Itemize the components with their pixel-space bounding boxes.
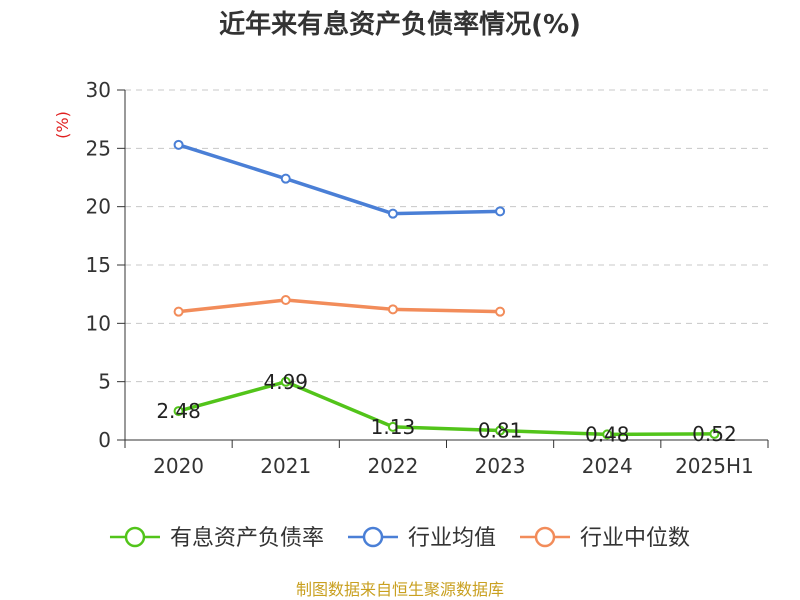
data-point — [709, 428, 720, 439]
data-label: 0.52 — [692, 422, 737, 446]
y-tick-label: 0 — [98, 428, 111, 452]
legend-label: 行业中位数 — [580, 526, 690, 551]
data-point — [280, 173, 291, 184]
data-labels: 2.48 4.99 1.13 0.81 0.48 0.52 — [156, 370, 736, 447]
y-tick-label: 15 — [86, 253, 111, 277]
legend-item-0[interactable]: 有息资产负债率 — [109, 526, 324, 551]
series-lines — [173, 139, 720, 440]
data-point — [387, 208, 398, 219]
y-tick-label: 20 — [86, 195, 111, 219]
legend[interactable]: 有息资产负债率 行业均值 行业中位数 — [109, 526, 690, 551]
legend-item-2[interactable]: 行业中位数 — [520, 526, 690, 551]
data-point — [495, 306, 506, 317]
data-label: 0.81 — [478, 419, 523, 443]
data-label: 1.13 — [371, 415, 416, 439]
x-tick-label: 2024 — [582, 454, 633, 478]
data-point — [173, 406, 184, 417]
y-tick-label: 30 — [86, 78, 111, 102]
source-note: 制图数据来自恒生聚源数据库 — [296, 580, 504, 599]
legend-marker — [534, 526, 556, 548]
data-point — [495, 425, 506, 436]
x-tick-label: 2023 — [475, 454, 526, 478]
data-point — [387, 421, 398, 432]
data-point — [280, 295, 291, 305]
legend-label: 行业均值 — [408, 526, 496, 551]
y-tick-label: 10 — [86, 311, 111, 335]
data-point — [387, 304, 398, 315]
x-tick-label: 2020 — [153, 454, 204, 478]
legend-item-1[interactable]: 行业均值 — [347, 526, 496, 551]
x-tick-label: 2025H1 — [675, 454, 754, 478]
series-line-2 — [178, 298, 501, 314]
data-point — [495, 206, 506, 217]
series-2 — [173, 295, 506, 317]
series-line-0 — [178, 380, 715, 437]
series-0 — [173, 376, 720, 440]
y-axis-label: (%) — [53, 111, 72, 139]
grid-lines — [125, 89, 768, 383]
data-label: 4.99 — [263, 370, 308, 394]
legend-marker — [124, 526, 146, 548]
data-label: 0.48 — [585, 422, 630, 446]
legend-label: 有息资产负债率 — [170, 526, 324, 551]
y-tick-label: 25 — [86, 136, 111, 160]
legend-marker — [362, 526, 384, 548]
axes: 0 5 10 15 20 25 30 2020 2021 2022 2023 2024 2025H1 — [86, 78, 769, 478]
data-point — [173, 139, 184, 150]
series-line-1 — [178, 143, 501, 216]
x-tick-label: 2022 — [367, 454, 418, 478]
data-label: 2.48 — [156, 399, 201, 423]
series-1 — [173, 139, 506, 219]
data-point — [602, 429, 613, 440]
y-tick-label: 5 — [98, 370, 111, 394]
data-point — [173, 306, 184, 317]
data-point — [280, 376, 291, 387]
x-tick-label: 2021 — [260, 454, 311, 478]
chart-title: 近年来有息资产负债率情况(%) — [219, 9, 581, 40]
